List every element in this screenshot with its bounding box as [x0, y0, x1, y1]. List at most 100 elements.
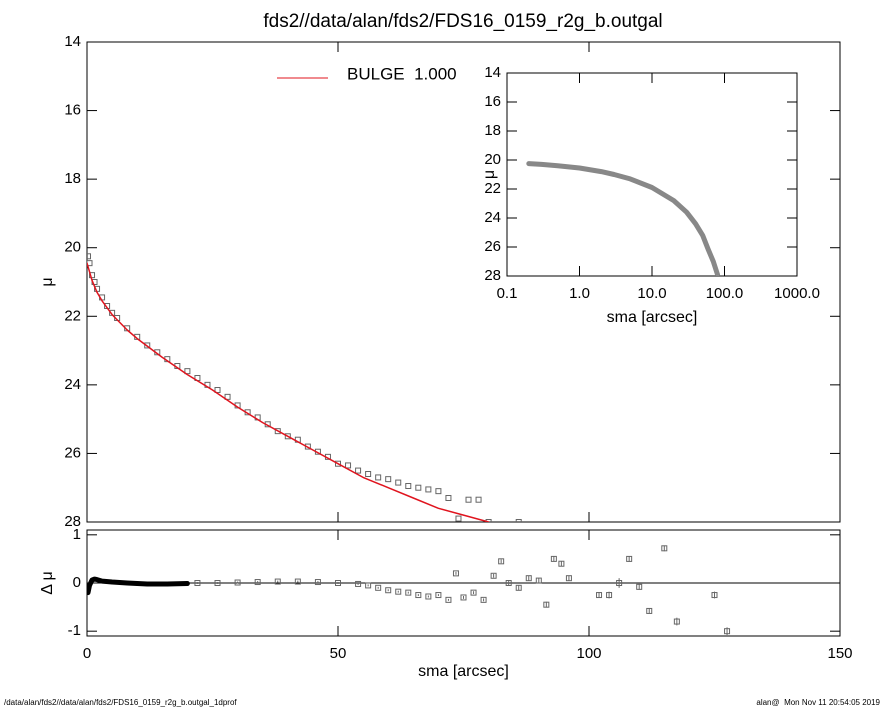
x-tick-label: 100 [576, 645, 601, 662]
data-point [490, 572, 497, 579]
data-point [596, 592, 603, 599]
data-point [646, 607, 653, 614]
footer-left: /data/alan/fds2//data/alan/fds2/FDS16_01… [4, 698, 237, 707]
data-point [314, 579, 321, 586]
chart-title: fds2//data/alan/fds2/FDS16_0159_r2g_b.ou… [263, 11, 662, 32]
y-tick-label: 28 [484, 267, 501, 284]
data-point [89, 272, 96, 279]
data-point [505, 580, 512, 586]
data-point [455, 515, 462, 522]
data-point [550, 555, 557, 562]
profile-band [526, 161, 720, 276]
data-point [724, 628, 731, 635]
data-point [375, 584, 382, 591]
data-point [543, 601, 550, 608]
data-point [626, 555, 633, 562]
data-point [558, 560, 565, 567]
y-tick-label: 22 [484, 180, 501, 197]
data-point [284, 433, 291, 440]
data-point [214, 387, 221, 393]
data-point [365, 471, 372, 477]
footer-right: alan@ Mon Nov 11 20:54:05 2019 [756, 698, 880, 707]
data-point [480, 596, 487, 603]
y-axis-label: μ [39, 277, 56, 286]
data-point [445, 495, 452, 501]
x-tick-label: 0.1 [497, 285, 518, 302]
data-point [184, 368, 191, 375]
model-line [87, 262, 490, 522]
data-point [498, 558, 505, 565]
x-tick-label: 1000.0 [774, 285, 820, 302]
data-point [274, 428, 281, 435]
y-tick-label: 28 [64, 513, 81, 530]
y-tick-label: 14 [484, 64, 501, 81]
data-point [385, 476, 392, 483]
data-point [470, 589, 477, 596]
data-point [452, 570, 459, 577]
y-tick-label: -1 [68, 622, 81, 639]
x-tick-label: 0 [83, 645, 91, 662]
data-point [194, 580, 201, 586]
plot-area [87, 253, 522, 522]
plot-frame [86, 41, 841, 523]
data-point [214, 580, 221, 586]
data-point [335, 460, 341, 467]
data-point [365, 582, 372, 589]
data-point [415, 484, 422, 491]
y-tick-label: 1 [73, 526, 81, 543]
data-point [616, 580, 623, 586]
data-point [661, 545, 668, 552]
data-point [515, 519, 522, 522]
data-point [385, 587, 392, 594]
data-point [355, 467, 362, 474]
y-axis-label: Δ μ [39, 571, 56, 594]
data-point [335, 580, 341, 586]
plot-area [87, 545, 840, 636]
data-point [254, 579, 261, 586]
y-tick-label: 16 [484, 93, 501, 110]
data-point [435, 592, 442, 599]
y-tick-label: 26 [484, 238, 501, 255]
data-point [425, 486, 432, 493]
y-tick-label: 24 [484, 209, 501, 226]
x-tick-label: 150 [827, 645, 852, 662]
y-tick-label: 26 [64, 444, 81, 461]
data-point [395, 479, 402, 486]
y-tick-label: 22 [64, 307, 81, 324]
y-tick-label: 0 [73, 574, 81, 591]
data-point [375, 474, 382, 481]
y-tick-label: 14 [64, 33, 81, 50]
y-tick-label: 20 [64, 239, 81, 256]
data-point [565, 575, 572, 582]
data-point [606, 592, 613, 599]
data-point [465, 496, 472, 503]
data-point [355, 580, 362, 587]
data-point [445, 596, 452, 603]
data-point [144, 342, 151, 349]
y-tick-label: 18 [64, 170, 81, 187]
y-tick-label: 18 [484, 122, 501, 139]
y-tick-label: 20 [484, 151, 501, 168]
data-point [485, 519, 492, 522]
data-point [274, 578, 281, 585]
y-tick-label: 24 [64, 376, 81, 393]
data-point [405, 589, 412, 596]
data-point [345, 462, 352, 469]
data-point [234, 579, 241, 586]
data-point [460, 594, 467, 601]
x-tick-label: 100.0 [706, 285, 744, 302]
legend-label: BULGE 1.000 [347, 64, 457, 83]
data-point [475, 496, 482, 503]
plot-area [526, 161, 720, 276]
data-point [525, 575, 532, 582]
data-point [535, 577, 542, 584]
data-point [405, 483, 412, 489]
data-point [395, 588, 402, 595]
y-axis-label: μ [481, 170, 498, 179]
x-axis-label: sma [arcsec] [418, 663, 509, 680]
data-point [415, 592, 422, 599]
data-point [711, 592, 718, 599]
data-point [435, 488, 442, 495]
